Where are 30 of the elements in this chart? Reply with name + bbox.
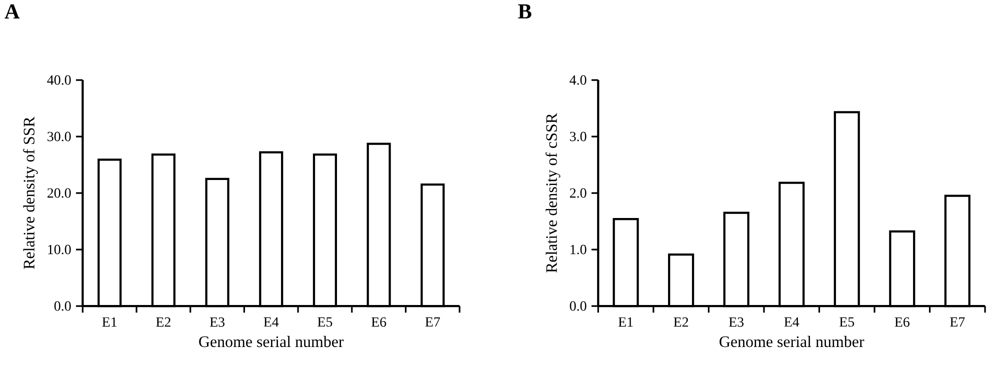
y-tick-label: 0.0 <box>570 301 586 311</box>
y-tick-label: 4.0 <box>570 75 586 85</box>
x-tick-label: E6 <box>371 317 386 327</box>
x-tick-label: E4 <box>264 317 279 327</box>
y-tick-label: 40.0 <box>47 75 71 85</box>
x-tick-label: E7 <box>950 317 965 327</box>
y-tick-label: 2.0 <box>570 188 586 198</box>
y-tick-label: 1.0 <box>570 244 586 254</box>
y-tick-label: 3.0 <box>570 132 586 142</box>
x-axis-title: Genome serial number <box>720 336 864 348</box>
x-tick-label: E1 <box>102 317 116 327</box>
y-tick-label: 0.0 <box>54 301 71 311</box>
x-tick-label: E5 <box>318 317 332 327</box>
chart-title: B <box>518 4 532 18</box>
x-tick-label: E1 <box>618 317 633 327</box>
y-tick-label: 30.0 <box>48 132 71 142</box>
chart-title: A <box>4 4 20 19</box>
x-tick-label: E5 <box>840 317 854 327</box>
x-tick-label: E2 <box>156 317 170 327</box>
x-tick-label: E2 <box>674 317 688 327</box>
x-tick-label: E4 <box>784 317 800 327</box>
x-axis-title: Genome serial number <box>199 336 344 348</box>
x-tick-label: E3 <box>210 317 224 327</box>
y-axis-title: Relative density of cSSR <box>546 113 560 273</box>
x-tick-label: E6 <box>894 317 910 327</box>
y-tick-label: 20.0 <box>48 188 71 198</box>
y-tick-label: 10.0 <box>48 244 71 254</box>
y-axis-title: Relative density of SSR <box>23 116 38 270</box>
x-tick-label: E7 <box>425 317 440 327</box>
x-tick-label: E3 <box>728 317 744 327</box>
